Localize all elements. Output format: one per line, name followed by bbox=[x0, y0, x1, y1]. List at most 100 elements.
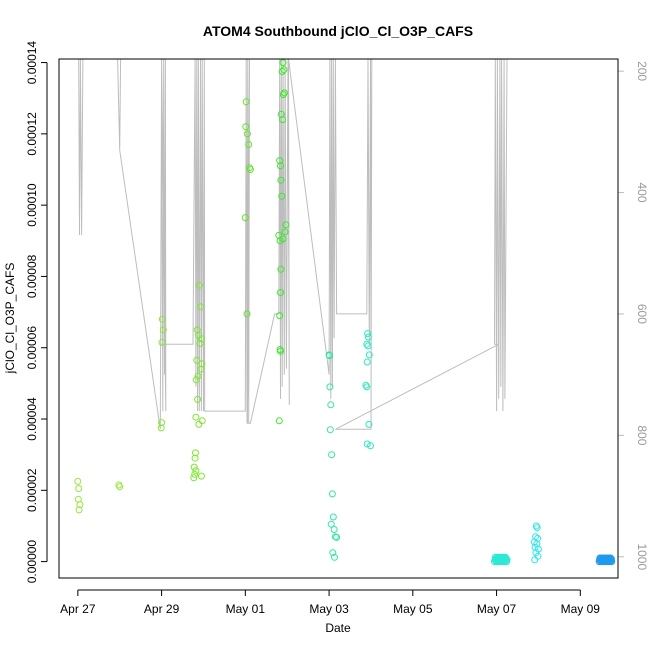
scatter-points bbox=[74, 59, 616, 566]
scatter-point bbox=[158, 419, 166, 427]
x-tick-label: Apr 29 bbox=[144, 602, 180, 616]
scatter-point bbox=[198, 360, 206, 368]
scatter-point bbox=[116, 483, 124, 491]
scatter-point bbox=[195, 281, 203, 289]
scatter-point bbox=[280, 66, 288, 74]
scatter-point bbox=[328, 451, 336, 459]
scatter-point bbox=[278, 192, 286, 200]
scatter-point bbox=[245, 141, 253, 148]
scatter-point bbox=[242, 123, 250, 131]
scatter-point bbox=[190, 474, 198, 482]
scatter-point bbox=[364, 342, 372, 350]
scatter-point bbox=[331, 533, 339, 541]
scatter-point bbox=[194, 395, 202, 403]
scatter-point bbox=[281, 228, 289, 236]
y2-tick-label: 1000 bbox=[635, 543, 649, 570]
scatter-point bbox=[333, 533, 341, 541]
scatter-point bbox=[328, 490, 336, 498]
plot-frame bbox=[58, 58, 619, 579]
scatter-point bbox=[159, 326, 167, 334]
scatter-point bbox=[327, 520, 335, 528]
scatter-point bbox=[277, 347, 284, 355]
scatter-point bbox=[195, 420, 203, 428]
scatter-point bbox=[246, 166, 254, 173]
scatter-point bbox=[367, 442, 374, 450]
scatter-point bbox=[279, 59, 287, 67]
scatter-point bbox=[607, 554, 615, 562]
scatter-point bbox=[365, 420, 373, 428]
scatter-point bbox=[192, 449, 199, 457]
scatter-point bbox=[192, 376, 200, 384]
scatter-point bbox=[532, 549, 540, 557]
y-tick-label: 0.00010 bbox=[25, 183, 39, 227]
scatter-point bbox=[363, 440, 371, 448]
y2-tick-label: 200 bbox=[635, 61, 649, 81]
y-tick-label: 0.00006 bbox=[25, 326, 39, 370]
scatter-point bbox=[276, 157, 284, 165]
y-axis-label: jClO_Cl_O3P_CAFS bbox=[3, 263, 17, 375]
scatter-point bbox=[158, 315, 166, 323]
scatter-point bbox=[531, 556, 539, 564]
scatter-point bbox=[279, 91, 287, 99]
scatter-point bbox=[326, 426, 334, 434]
scatter-point bbox=[331, 553, 338, 561]
scatter-point bbox=[196, 340, 204, 347]
scatter-point bbox=[158, 338, 166, 346]
scatter-point bbox=[608, 558, 616, 566]
scatter-point bbox=[75, 506, 83, 514]
scatter-point bbox=[243, 310, 251, 318]
x-tick-label: Apr 27 bbox=[60, 602, 96, 616]
y2-tick-label: 800 bbox=[635, 425, 649, 445]
scatter-point bbox=[364, 333, 372, 341]
x-tick-label: May 09 bbox=[561, 602, 601, 616]
scatter-point bbox=[75, 485, 83, 492]
scatter-point bbox=[76, 501, 84, 509]
scatter-point bbox=[277, 162, 284, 170]
scatter-point bbox=[276, 237, 284, 245]
scatter-point bbox=[242, 98, 250, 106]
scatter-point bbox=[282, 221, 290, 229]
y-tick-label: 0.00014 bbox=[25, 41, 39, 85]
scatter-point bbox=[192, 467, 200, 475]
x-tick-label: May 03 bbox=[309, 602, 349, 616]
scatter-point bbox=[197, 303, 204, 311]
trajectory-layer bbox=[78, 58, 611, 430]
scatter-point bbox=[503, 556, 511, 563]
y-tick-label: 0.00008 bbox=[25, 254, 39, 298]
pressure-trajectory-line bbox=[78, 58, 611, 430]
scatter-point bbox=[192, 413, 200, 421]
scatter-point bbox=[193, 356, 201, 364]
scatter-point bbox=[531, 543, 539, 551]
scatter-point bbox=[278, 68, 286, 75]
scatter-point bbox=[326, 352, 333, 360]
scatter-point bbox=[277, 265, 285, 273]
scatter-point bbox=[363, 358, 371, 366]
scatter-point bbox=[330, 526, 338, 533]
scatter-point bbox=[275, 417, 283, 425]
scatter-point bbox=[277, 176, 285, 184]
scatter-point bbox=[277, 289, 284, 296]
y-tick-label: 0.00002 bbox=[25, 468, 39, 512]
x-axis-label: Date bbox=[325, 621, 351, 635]
y2-tick-label: 400 bbox=[635, 182, 649, 202]
scatter-point bbox=[363, 383, 371, 391]
x-tick-label: May 01 bbox=[226, 602, 266, 616]
scatter-point bbox=[363, 340, 371, 348]
scatter-point bbox=[194, 372, 202, 380]
scatter-point bbox=[190, 463, 198, 471]
scatter-point bbox=[364, 330, 372, 337]
scatter-point bbox=[197, 472, 205, 480]
x-tick-label: May 05 bbox=[393, 602, 433, 616]
y-tick-label: 0.00012 bbox=[25, 112, 39, 156]
scatter-point bbox=[276, 312, 284, 320]
axes: Apr 27 Apr 29 May 01 May 03 May 05 May 07 May … bbox=[25, 41, 649, 616]
scatter-point bbox=[365, 351, 373, 359]
scatter-point bbox=[74, 477, 82, 485]
y2-tick-label: 600 bbox=[635, 304, 649, 324]
scatter-point bbox=[243, 130, 251, 138]
scatter-point bbox=[191, 470, 199, 478]
scatter-point bbox=[327, 401, 335, 409]
scatter-point bbox=[191, 454, 199, 462]
scatter-point bbox=[197, 365, 205, 373]
